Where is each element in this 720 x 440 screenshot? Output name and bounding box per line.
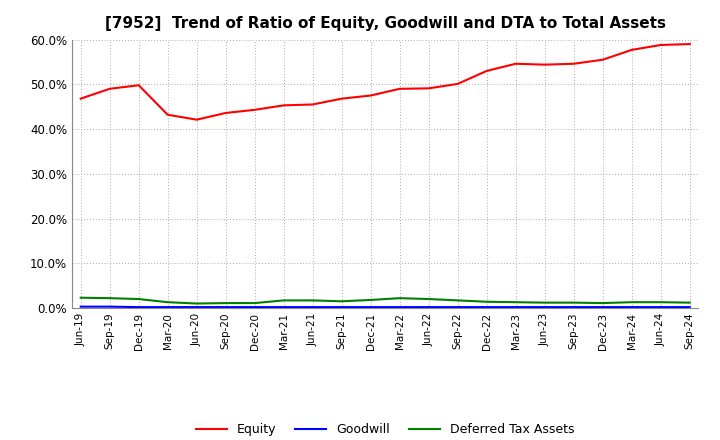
Deferred Tax Assets — [424, 297, 433, 302]
Goodwill — [541, 304, 549, 310]
Equity — [598, 57, 607, 62]
Deferred Tax Assets — [135, 297, 143, 302]
Goodwill — [76, 304, 85, 309]
Line: Equity: Equity — [81, 44, 690, 120]
Goodwill — [482, 304, 491, 310]
Deferred Tax Assets — [454, 298, 462, 303]
Goodwill — [308, 304, 317, 310]
Deferred Tax Assets — [279, 298, 288, 303]
Equity — [338, 96, 346, 101]
Goodwill — [511, 304, 520, 310]
Goodwill — [135, 304, 143, 310]
Goodwill — [598, 304, 607, 310]
Deferred Tax Assets — [163, 300, 172, 305]
Deferred Tax Assets — [192, 301, 201, 306]
Deferred Tax Assets — [251, 301, 259, 306]
Equity — [366, 93, 375, 98]
Deferred Tax Assets — [366, 297, 375, 303]
Equity — [163, 112, 172, 117]
Legend: Equity, Goodwill, Deferred Tax Assets: Equity, Goodwill, Deferred Tax Assets — [191, 418, 580, 440]
Goodwill — [570, 304, 578, 310]
Equity — [76, 96, 85, 101]
Equity — [570, 61, 578, 66]
Equity — [511, 61, 520, 66]
Deferred Tax Assets — [221, 301, 230, 306]
Deferred Tax Assets — [570, 300, 578, 305]
Equity — [541, 62, 549, 67]
Goodwill — [251, 304, 259, 310]
Goodwill — [221, 304, 230, 310]
Equity — [627, 47, 636, 52]
Equity — [424, 86, 433, 91]
Equity — [192, 117, 201, 122]
Goodwill — [105, 304, 114, 309]
Equity — [251, 107, 259, 113]
Equity — [308, 102, 317, 107]
Goodwill — [685, 304, 694, 310]
Title: [7952]  Trend of Ratio of Equity, Goodwill and DTA to Total Assets: [7952] Trend of Ratio of Equity, Goodwil… — [104, 16, 666, 32]
Equity — [279, 103, 288, 108]
Deferred Tax Assets — [511, 300, 520, 305]
Deferred Tax Assets — [105, 296, 114, 301]
Deferred Tax Assets — [685, 300, 694, 305]
Equity — [685, 41, 694, 47]
Goodwill — [366, 304, 375, 310]
Goodwill — [279, 304, 288, 310]
Equity — [482, 68, 491, 73]
Equity — [105, 86, 114, 92]
Deferred Tax Assets — [395, 296, 404, 301]
Equity — [395, 86, 404, 92]
Goodwill — [454, 304, 462, 310]
Equity — [221, 110, 230, 116]
Goodwill — [338, 304, 346, 310]
Deferred Tax Assets — [657, 300, 665, 305]
Deferred Tax Assets — [482, 299, 491, 304]
Goodwill — [424, 304, 433, 310]
Deferred Tax Assets — [308, 298, 317, 303]
Goodwill — [657, 304, 665, 310]
Goodwill — [395, 304, 404, 310]
Goodwill — [192, 304, 201, 310]
Equity — [454, 81, 462, 87]
Deferred Tax Assets — [541, 300, 549, 305]
Equity — [135, 83, 143, 88]
Deferred Tax Assets — [338, 299, 346, 304]
Equity — [657, 42, 665, 48]
Line: Deferred Tax Assets: Deferred Tax Assets — [81, 298, 690, 304]
Deferred Tax Assets — [598, 301, 607, 306]
Goodwill — [163, 304, 172, 310]
Deferred Tax Assets — [627, 300, 636, 305]
Goodwill — [627, 304, 636, 310]
Deferred Tax Assets — [76, 295, 85, 301]
